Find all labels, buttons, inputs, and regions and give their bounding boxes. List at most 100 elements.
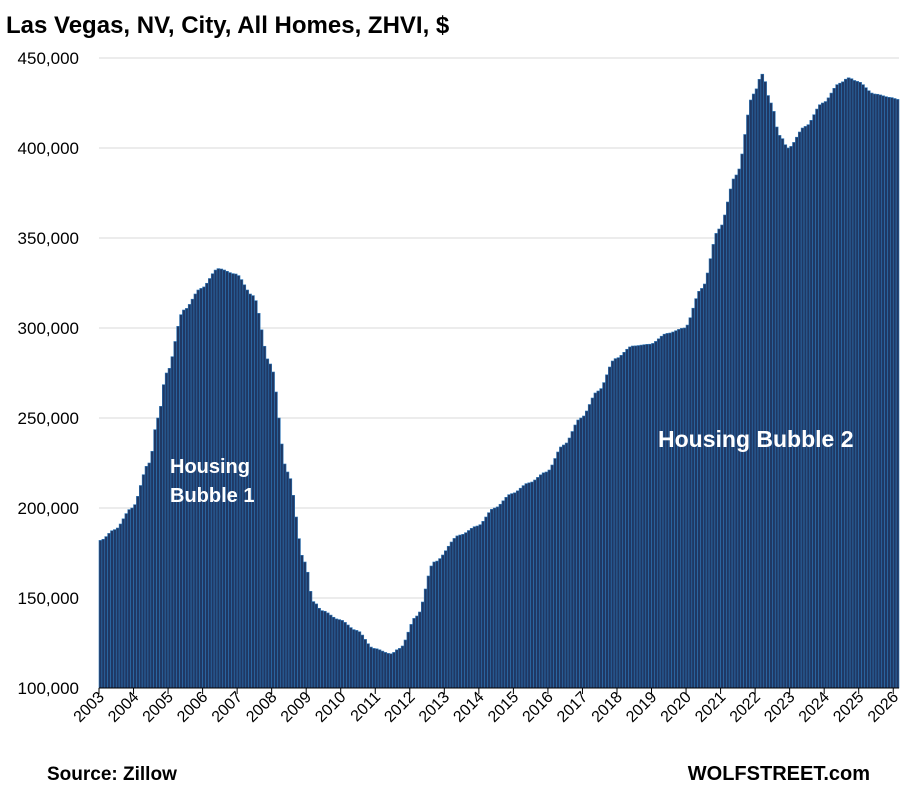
bar bbox=[878, 94, 883, 689]
bar bbox=[570, 431, 575, 689]
bar bbox=[766, 95, 770, 689]
bar bbox=[314, 603, 319, 689]
x-tick-label: 2010 bbox=[312, 689, 349, 726]
y-tick-label: 350,000 bbox=[18, 229, 79, 248]
bar bbox=[467, 530, 471, 689]
bar bbox=[858, 82, 862, 689]
bar bbox=[464, 532, 468, 689]
bar bbox=[297, 538, 301, 689]
x-tick-label: 2025 bbox=[830, 689, 867, 726]
bar bbox=[803, 126, 808, 689]
bar bbox=[662, 333, 667, 689]
bar bbox=[832, 88, 836, 689]
bar bbox=[700, 288, 704, 689]
y-tick-label: 400,000 bbox=[18, 139, 79, 158]
bar bbox=[349, 627, 353, 689]
bar bbox=[334, 618, 339, 689]
bar bbox=[377, 649, 382, 689]
bar bbox=[642, 344, 647, 689]
bar bbox=[366, 643, 370, 689]
bar bbox=[162, 384, 166, 689]
bar bbox=[639, 344, 644, 689]
bar bbox=[418, 611, 422, 689]
bar bbox=[841, 81, 845, 689]
bar bbox=[213, 269, 218, 689]
bar bbox=[305, 571, 310, 689]
bar bbox=[130, 507, 134, 689]
chart-title: Las Vegas, NV, City, All Homes, ZHVI, $ bbox=[6, 12, 450, 39]
bar bbox=[311, 601, 316, 689]
bar bbox=[259, 329, 264, 689]
bar bbox=[118, 523, 123, 689]
bar bbox=[541, 472, 546, 689]
bar bbox=[861, 84, 865, 689]
bar bbox=[818, 104, 822, 689]
bar bbox=[685, 324, 690, 689]
bar bbox=[740, 153, 744, 689]
bar bbox=[225, 270, 229, 689]
bar bbox=[697, 291, 701, 689]
bar bbox=[110, 530, 114, 689]
bar bbox=[277, 417, 281, 689]
bar bbox=[400, 645, 405, 689]
y-tick-label: 100,000 bbox=[18, 679, 79, 698]
bar bbox=[671, 331, 675, 689]
bar bbox=[300, 555, 304, 689]
bar bbox=[596, 390, 601, 689]
bar bbox=[279, 443, 284, 689]
x-tick-label: 2020 bbox=[658, 689, 695, 726]
bar bbox=[754, 88, 759, 689]
bar bbox=[659, 335, 664, 689]
x-tick-label: 2026 bbox=[865, 689, 902, 726]
bar bbox=[210, 273, 215, 689]
bar bbox=[746, 114, 750, 689]
bar bbox=[176, 326, 180, 689]
bar bbox=[651, 343, 655, 689]
y-axis-ticks: 100,000 150,000 200,000 250,000 300,000 350,0… bbox=[18, 49, 79, 698]
bar bbox=[127, 509, 131, 689]
bar bbox=[510, 493, 514, 689]
bar bbox=[351, 629, 356, 689]
bar bbox=[780, 138, 785, 689]
x-tick-label: 2004 bbox=[105, 689, 142, 726]
x-tick-label: 2015 bbox=[485, 689, 522, 726]
bar bbox=[156, 417, 160, 689]
bar bbox=[262, 345, 267, 689]
bar bbox=[487, 512, 491, 689]
bar bbox=[677, 329, 681, 689]
bar bbox=[392, 652, 396, 689]
bar bbox=[703, 283, 707, 689]
x-tick-label: 2022 bbox=[727, 689, 764, 726]
bar bbox=[547, 469, 552, 689]
bar bbox=[665, 333, 670, 689]
bar bbox=[113, 529, 117, 689]
bar bbox=[844, 78, 848, 689]
bar bbox=[490, 509, 494, 689]
bar bbox=[763, 81, 767, 689]
bar bbox=[772, 111, 776, 689]
bar bbox=[864, 87, 868, 689]
bar bbox=[521, 485, 526, 689]
bar bbox=[749, 99, 753, 689]
bar bbox=[656, 338, 661, 689]
bar bbox=[303, 561, 307, 689]
bar bbox=[452, 538, 457, 689]
x-tick-label: 2005 bbox=[140, 689, 177, 726]
bar bbox=[343, 622, 347, 689]
bar bbox=[317, 607, 321, 689]
bar bbox=[409, 624, 413, 689]
bar bbox=[829, 92, 834, 689]
bar bbox=[567, 437, 572, 689]
bar bbox=[800, 127, 805, 689]
bar bbox=[795, 136, 799, 689]
bar bbox=[668, 332, 672, 689]
bar bbox=[872, 93, 877, 689]
bar bbox=[774, 126, 779, 689]
bar bbox=[760, 73, 765, 689]
bar bbox=[446, 545, 451, 689]
bar bbox=[354, 630, 359, 689]
bar bbox=[631, 345, 635, 689]
bar bbox=[895, 99, 900, 689]
x-tick-label: 2017 bbox=[554, 689, 591, 726]
bar bbox=[498, 503, 503, 689]
